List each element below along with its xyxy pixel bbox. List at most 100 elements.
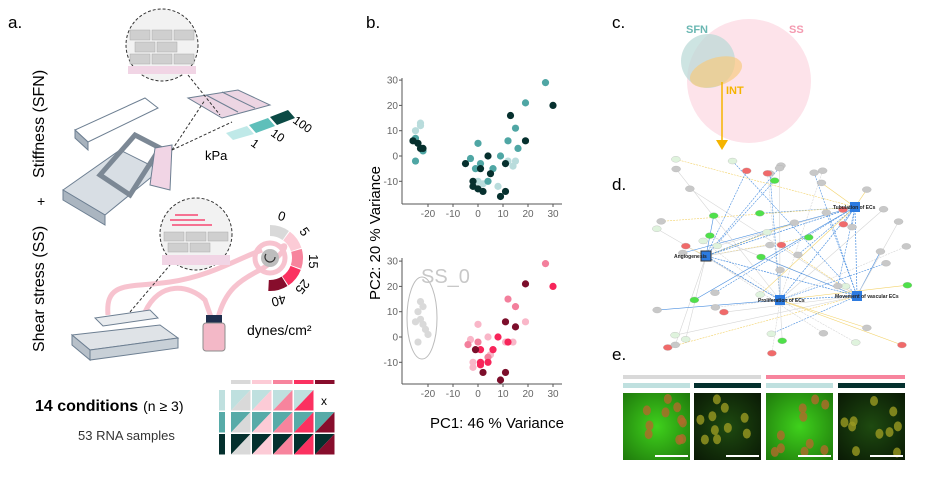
data-point bbox=[541, 260, 550, 268]
shear-swatch-25 bbox=[282, 265, 301, 286]
nucleus bbox=[710, 425, 719, 436]
data-point bbox=[511, 323, 520, 331]
data-point bbox=[471, 346, 480, 354]
nucleus bbox=[713, 434, 722, 445]
gene-node bbox=[881, 260, 891, 267]
nucleus bbox=[799, 411, 808, 422]
data-point bbox=[501, 159, 510, 168]
stiffness-device-illustration bbox=[62, 8, 272, 226]
data-point bbox=[501, 318, 510, 326]
gene-node bbox=[767, 350, 777, 357]
nucleus bbox=[820, 444, 829, 455]
panel-a-label: a. bbox=[8, 13, 22, 32]
data-point bbox=[474, 320, 482, 328]
data-point bbox=[461, 159, 470, 168]
data-point bbox=[511, 157, 520, 165]
y-axis-label: PC2: 20 % Variance bbox=[367, 166, 384, 300]
gene-node bbox=[774, 164, 785, 172]
gene-node bbox=[776, 241, 787, 249]
network-edge bbox=[703, 240, 781, 301]
nucleus bbox=[821, 399, 830, 410]
shear-title: Shear stress (SS) bbox=[31, 226, 48, 352]
shear-setup-illustration bbox=[70, 197, 288, 362]
network-edge bbox=[715, 299, 781, 308]
function-hub-node bbox=[700, 250, 712, 262]
condition-cell-shear bbox=[231, 434, 251, 455]
condition-cell-shear bbox=[252, 412, 272, 433]
gene-node bbox=[818, 330, 829, 337]
nucleus bbox=[675, 434, 684, 445]
condition-cell-shear bbox=[273, 390, 293, 411]
nucleus bbox=[776, 443, 785, 454]
x-tick-label: 0 bbox=[475, 389, 481, 400]
data-point bbox=[484, 353, 492, 361]
data-point bbox=[504, 295, 512, 303]
network-edge bbox=[705, 255, 781, 301]
network-edge bbox=[771, 295, 858, 335]
grid-header-stiffness bbox=[219, 390, 225, 411]
y-tick-label: 30 bbox=[387, 76, 399, 87]
condition-cell-shear bbox=[294, 412, 314, 433]
data-point bbox=[514, 144, 522, 153]
conditions-note: (n ≥ 3) bbox=[143, 398, 183, 414]
plus-sign: + bbox=[37, 193, 45, 209]
condition-cell-shear bbox=[231, 390, 251, 411]
micrograph bbox=[623, 393, 690, 460]
data-point bbox=[479, 187, 487, 196]
venn-label-sfn: SFN bbox=[686, 24, 708, 36]
ss0-ellipse bbox=[406, 276, 438, 360]
data-point bbox=[474, 139, 482, 147]
scale-bar bbox=[870, 455, 903, 457]
nucleus bbox=[642, 405, 651, 416]
condition-cell-shear bbox=[294, 434, 314, 455]
stiffness-level-100: 100 bbox=[290, 113, 315, 136]
gene-node bbox=[777, 337, 787, 344]
condition-cell-shear bbox=[252, 390, 272, 411]
gene-node bbox=[719, 309, 729, 316]
network-edge bbox=[760, 256, 858, 297]
network-edge bbox=[779, 170, 823, 301]
data-point bbox=[494, 333, 502, 341]
nucleus bbox=[712, 394, 721, 405]
data-point bbox=[414, 338, 422, 346]
shear-swatch-0 bbox=[270, 225, 289, 240]
gene-node bbox=[685, 185, 695, 192]
data-point bbox=[494, 182, 502, 190]
nucleus bbox=[849, 416, 858, 427]
stiffness-swatch-10 bbox=[249, 118, 275, 133]
data-point bbox=[414, 308, 422, 316]
condition-grid: x bbox=[219, 380, 335, 455]
header-bar-stiffness bbox=[766, 383, 833, 388]
network-edge bbox=[675, 159, 856, 208]
gene-node bbox=[817, 167, 828, 174]
network-edge bbox=[705, 170, 747, 257]
data-point bbox=[511, 124, 520, 132]
scale-bar bbox=[726, 455, 759, 457]
gene-node bbox=[678, 249, 688, 257]
nucleus bbox=[811, 394, 820, 405]
network-edge bbox=[837, 206, 856, 287]
nucleus bbox=[661, 407, 670, 418]
network-edge bbox=[705, 232, 768, 257]
data-point bbox=[489, 346, 497, 354]
hub-label: Angiogenesis bbox=[674, 254, 707, 260]
data-point bbox=[549, 101, 557, 109]
gene-node bbox=[838, 206, 848, 213]
network-edge bbox=[705, 165, 782, 257]
network-edge bbox=[797, 206, 856, 256]
data-point bbox=[476, 346, 485, 354]
nucleus bbox=[840, 417, 849, 428]
pca-plot-shear: -20 -10 0 10 20 30 -10 0 10 20 30 bbox=[384, 257, 562, 400]
scale-bar bbox=[798, 455, 831, 457]
stiffness-level-1: 1 bbox=[248, 136, 262, 151]
nucleus bbox=[851, 446, 860, 457]
network-edge bbox=[779, 299, 783, 341]
data-point bbox=[504, 338, 512, 346]
x-tick-label: 20 bbox=[522, 209, 534, 220]
data-point bbox=[521, 99, 530, 107]
gene-node bbox=[705, 232, 715, 239]
data-point bbox=[419, 144, 427, 153]
x-tick-label: -10 bbox=[446, 209, 461, 220]
rna-samples: 53 RNA samples bbox=[78, 428, 175, 443]
